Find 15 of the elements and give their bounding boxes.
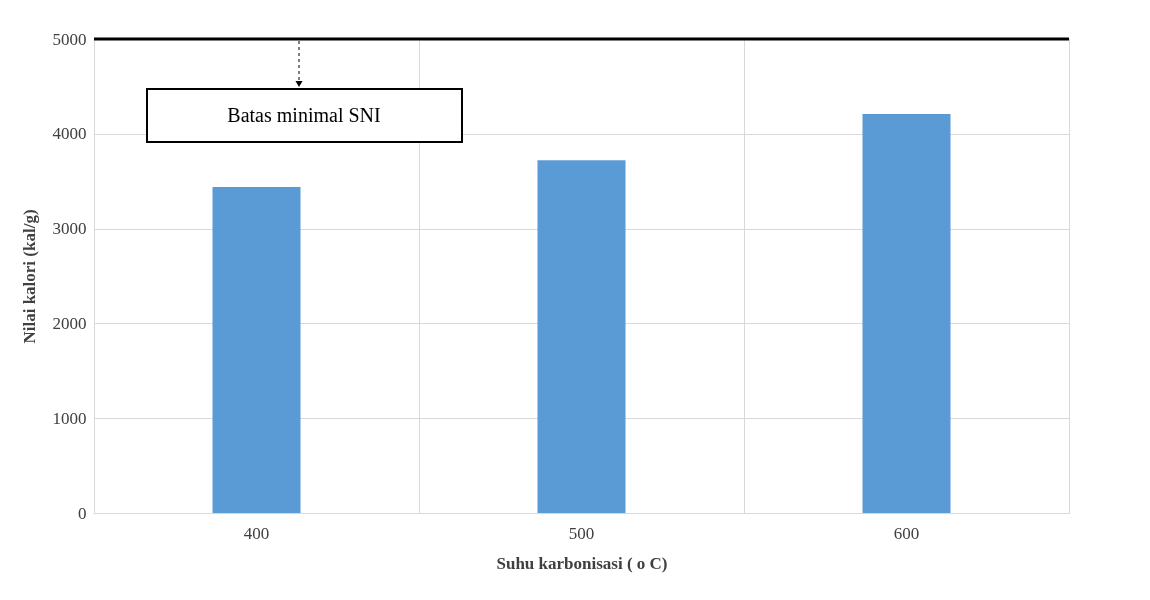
y-tick-label: 0	[78, 503, 87, 523]
x-tick-label: 400	[243, 523, 270, 543]
x-tick-label: 600	[893, 523, 920, 543]
x-tick-label: 500	[568, 523, 595, 543]
legend-label: Batas minimal SNI	[227, 104, 381, 126]
y-tick-label: 2000	[52, 313, 87, 333]
y-axis-title: Nilai kalori (kal/g)	[19, 209, 39, 344]
x-axis-title: Suhu karbonisasi ( o C)	[496, 553, 668, 573]
bar	[862, 113, 951, 513]
y-tick-label: 4000	[52, 124, 87, 144]
y-tick-label: 1000	[52, 408, 87, 428]
bar	[537, 160, 626, 513]
y-tick-label: 3000	[52, 219, 87, 239]
y-tick-label: 5000	[52, 29, 87, 49]
bar	[212, 186, 301, 513]
